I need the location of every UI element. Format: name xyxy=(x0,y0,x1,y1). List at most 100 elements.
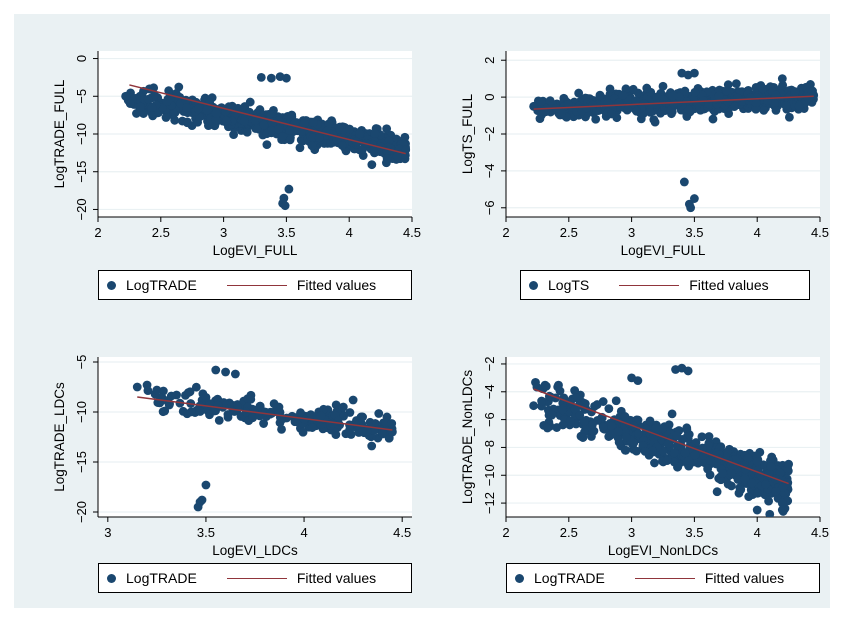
y-tick-label: −4 xyxy=(482,384,497,399)
scatter-point xyxy=(704,432,714,441)
scatter-point xyxy=(242,127,252,137)
marks-group xyxy=(529,363,793,517)
scatter-point xyxy=(284,184,294,194)
x-tick-label: 2 xyxy=(94,225,101,240)
scatter-point xyxy=(794,101,804,111)
scatter-point xyxy=(316,411,326,421)
scatter-point xyxy=(752,456,762,466)
scatter-point xyxy=(536,97,546,107)
y-tick-label: −5 xyxy=(74,355,89,370)
y-tick-label: −6 xyxy=(482,412,497,427)
y-tick-label: −5 xyxy=(74,89,89,104)
scatter-point xyxy=(211,365,221,375)
legend-marker-icon xyxy=(107,573,116,583)
scatter-point xyxy=(314,133,324,143)
scatter-point xyxy=(736,485,746,495)
scatter-point xyxy=(632,446,641,456)
scatter-point xyxy=(221,367,230,377)
scatter-point xyxy=(618,90,627,100)
y-tick-label: −10 xyxy=(482,464,497,486)
scatter-point xyxy=(747,478,757,488)
scatter-point xyxy=(714,91,724,101)
scatter-point xyxy=(642,83,652,93)
scatter-point xyxy=(598,422,608,432)
scatter-point xyxy=(382,124,392,134)
scatter-point xyxy=(307,423,317,432)
x-tick-label: 3 xyxy=(628,525,635,540)
scatter-point xyxy=(784,112,794,122)
scatter-point xyxy=(769,99,779,108)
scatter-point xyxy=(202,105,212,115)
scatter-chart-logtrade-full: 2 2.5 3 3.5 4 4.5 0 −5 −10 −15 −20 LogEVI_FULL LogTR… xyxy=(52,51,421,258)
x-axis-title: LogEVI_FULL xyxy=(213,243,298,258)
scatter-point xyxy=(723,97,733,107)
x-tick-label: 3 xyxy=(628,225,635,240)
scatter-point xyxy=(162,97,172,106)
legend-marker-icon xyxy=(107,280,116,290)
scatter-point xyxy=(604,404,614,414)
scatter-point xyxy=(125,99,135,108)
legend-line-icon xyxy=(226,577,287,579)
y-tick-label: −8 xyxy=(482,440,497,455)
x-tick-label: 3.5 xyxy=(277,225,295,240)
scatter-point xyxy=(575,410,585,420)
scatter-point xyxy=(553,382,563,392)
scatter-point xyxy=(672,431,682,441)
scatter-point xyxy=(631,96,640,106)
fitted-line xyxy=(533,388,789,485)
scatter-point xyxy=(139,109,148,118)
legend-label-fitted: Fitted values xyxy=(704,570,785,586)
scatter-point xyxy=(250,116,260,126)
x-axis-title: LogEVI_LDCs xyxy=(212,543,298,558)
scatter-point xyxy=(690,450,700,460)
scatter-point xyxy=(722,86,731,96)
x-tick-label: 3.5 xyxy=(685,225,703,240)
scatter-point xyxy=(611,396,621,406)
scatter-point xyxy=(591,114,601,124)
scatter-point xyxy=(121,91,131,101)
scatter-point xyxy=(578,433,588,442)
scatter-point xyxy=(537,396,547,406)
y-tick-label: −10 xyxy=(74,123,89,145)
scatter-point xyxy=(682,423,692,433)
scatter-point xyxy=(723,479,733,489)
scatter-point xyxy=(214,415,224,425)
scatter-point xyxy=(529,401,539,411)
scatter-point xyxy=(269,399,279,409)
scatter-point xyxy=(753,488,762,498)
scatter-point xyxy=(387,419,397,428)
scatter-point xyxy=(570,404,580,414)
scatter-point xyxy=(771,105,781,115)
legend-label-scatter: LogTRADE xyxy=(126,570,197,586)
x-axis-title: LogEVI_FULL xyxy=(621,243,706,258)
legend-label-fitted: Fitted values xyxy=(296,570,377,586)
scatter-point xyxy=(751,83,761,92)
x-tick-label: 4 xyxy=(754,525,761,540)
scatter-point xyxy=(680,448,690,458)
panel-logts-full: 2 2.5 3 3.5 4 4.5 2 0 −2 −4 −6 LogEVI_FULL LogTS_FUL… xyxy=(422,14,830,311)
scatter-point xyxy=(537,110,547,119)
scatter-point xyxy=(587,420,597,430)
legend-marker-icon xyxy=(515,573,524,583)
scatter-point xyxy=(667,409,677,419)
x-tick-label: 4 xyxy=(300,525,307,540)
scatter-point xyxy=(622,104,632,114)
scatter-point xyxy=(679,177,689,187)
scatter-point xyxy=(777,74,787,84)
scatter-point xyxy=(669,99,678,108)
scatter-point xyxy=(256,73,266,82)
scatter-point xyxy=(771,90,781,100)
scatter-point xyxy=(628,84,638,94)
scatter-point xyxy=(726,468,736,478)
scatter-point xyxy=(166,391,176,401)
scatter-point xyxy=(668,91,678,101)
scatter-point xyxy=(684,199,694,209)
scatter-point xyxy=(369,419,379,429)
scatter-point xyxy=(669,457,679,467)
scatter-point xyxy=(761,480,771,489)
legend-label-scatter: LogTS xyxy=(548,277,590,293)
scatter-point xyxy=(658,424,667,434)
scatter-point xyxy=(358,426,368,436)
x-axis-title: LogEVI_NonLDCs xyxy=(608,543,719,558)
scatter-point xyxy=(669,448,679,458)
